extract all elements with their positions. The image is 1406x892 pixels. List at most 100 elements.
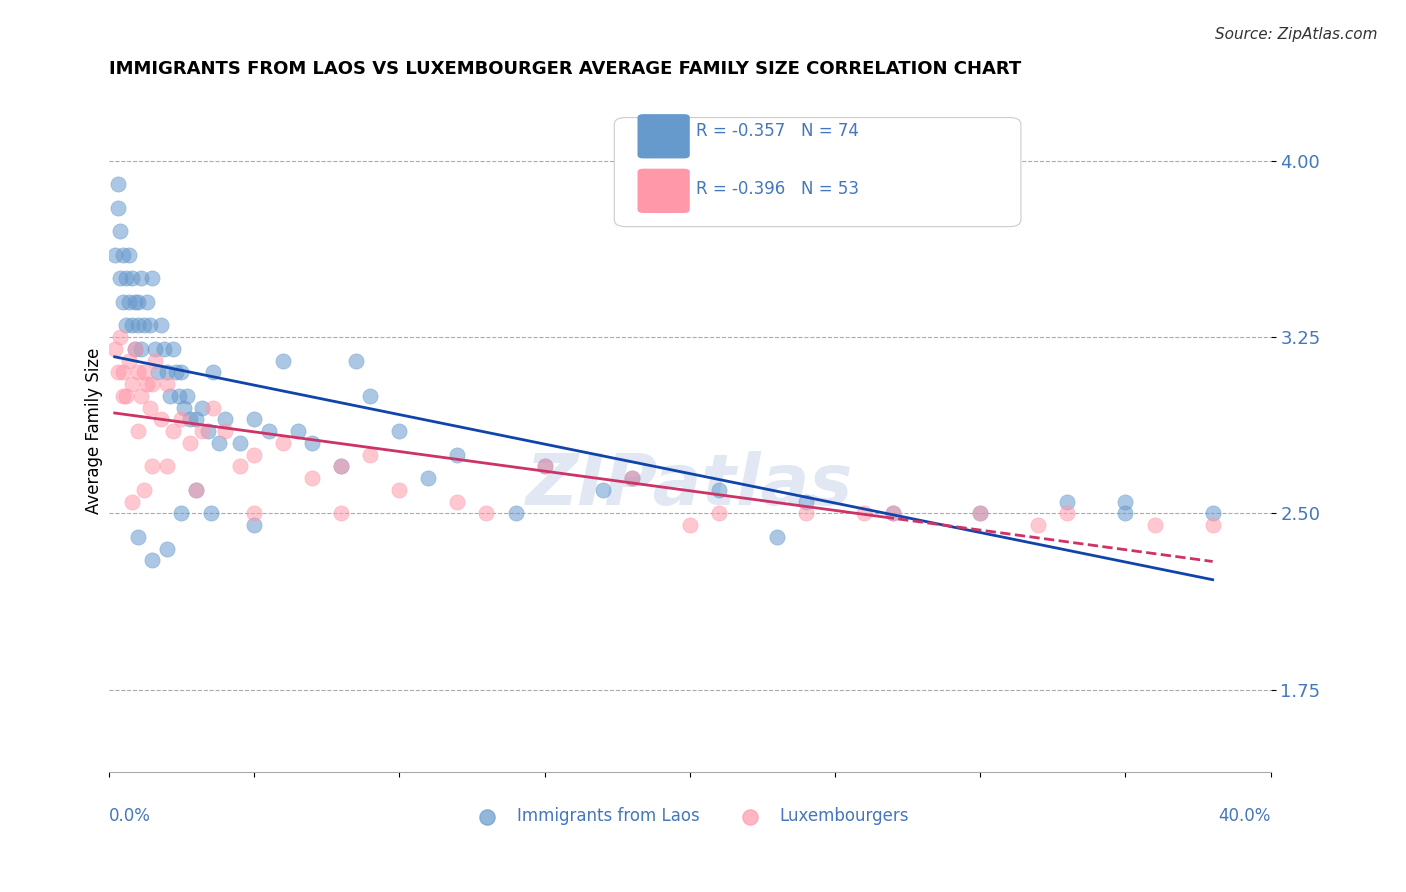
Point [271, 436, 294, 450]
Point [112, 389, 135, 403]
Point [121, 377, 143, 392]
Point [330, 459, 353, 474]
Point [359, 448, 381, 462]
Point [150, 318, 173, 333]
Point [202, 365, 225, 379]
Text: Source: ZipAtlas.com: Source: ZipAtlas.com [1215, 27, 1378, 42]
Point [176, 389, 198, 403]
Legend: Immigrants from Laos, Luxembourgers: Immigrants from Laos, Luxembourgers [464, 800, 915, 832]
Point [156, 541, 179, 556]
Point [191, 424, 214, 438]
Text: R = -0.357   N = 74: R = -0.357 N = 74 [696, 122, 859, 140]
Point [110, 330, 132, 344]
Point [118, 353, 141, 368]
Point [141, 377, 163, 392]
Point [969, 507, 991, 521]
Point [766, 530, 789, 544]
Point [794, 507, 817, 521]
Text: 0.0%: 0.0% [108, 807, 150, 825]
Point [156, 365, 179, 379]
Point [446, 494, 468, 508]
Point [533, 459, 555, 474]
Point [707, 507, 730, 521]
Point [184, 483, 207, 497]
Point [121, 271, 143, 285]
Point [107, 365, 129, 379]
Point [197, 424, 219, 438]
Point [107, 178, 129, 192]
Point [191, 401, 214, 415]
Point [1201, 518, 1223, 533]
FancyBboxPatch shape [614, 118, 1021, 227]
Point [112, 294, 135, 309]
Point [1114, 494, 1136, 508]
Point [150, 412, 173, 426]
Point [388, 424, 411, 438]
Point [620, 471, 643, 485]
Point [287, 424, 309, 438]
Point [882, 507, 904, 521]
Point [156, 377, 179, 392]
Point [243, 448, 266, 462]
Point [159, 389, 181, 403]
Point [882, 507, 904, 521]
Point [132, 483, 155, 497]
Point [184, 483, 207, 497]
Point [110, 224, 132, 238]
Point [112, 248, 135, 262]
Point [592, 483, 614, 497]
Point [124, 294, 146, 309]
Point [707, 483, 730, 497]
Point [1028, 518, 1050, 533]
Point [794, 494, 817, 508]
Point [1056, 494, 1078, 508]
Point [107, 201, 129, 215]
Point [132, 365, 155, 379]
Point [243, 507, 266, 521]
Point [129, 389, 152, 403]
Point [115, 389, 138, 403]
Point [129, 271, 152, 285]
Point [104, 248, 127, 262]
Point [257, 424, 280, 438]
Point [1114, 507, 1136, 521]
Point [620, 471, 643, 485]
Point [118, 248, 141, 262]
Point [330, 507, 353, 521]
Point [121, 494, 143, 508]
Point [179, 436, 201, 450]
Point [162, 424, 184, 438]
Point [208, 436, 231, 450]
Point [127, 365, 149, 379]
Text: R = -0.396   N = 53: R = -0.396 N = 53 [696, 180, 859, 198]
FancyBboxPatch shape [637, 169, 690, 213]
Point [110, 271, 132, 285]
Point [202, 401, 225, 415]
Point [173, 401, 195, 415]
Point [127, 294, 149, 309]
Point [243, 412, 266, 426]
Point [446, 448, 468, 462]
Point [170, 507, 193, 521]
Point [115, 271, 138, 285]
Point [1143, 518, 1166, 533]
Point [505, 507, 527, 521]
Point [170, 412, 193, 426]
Point [156, 459, 179, 474]
Point [127, 424, 149, 438]
Point [228, 436, 250, 450]
Point [301, 436, 323, 450]
Point [679, 518, 702, 533]
Point [170, 365, 193, 379]
Point [141, 553, 163, 567]
Point [104, 342, 127, 356]
Point [388, 483, 411, 497]
Text: ZIPatlas: ZIPatlas [526, 451, 853, 520]
Point [129, 342, 152, 356]
Point [184, 412, 207, 426]
Point [165, 365, 187, 379]
Point [127, 530, 149, 544]
Text: 40.0%: 40.0% [1219, 807, 1271, 825]
Point [243, 518, 266, 533]
Point [1201, 507, 1223, 521]
